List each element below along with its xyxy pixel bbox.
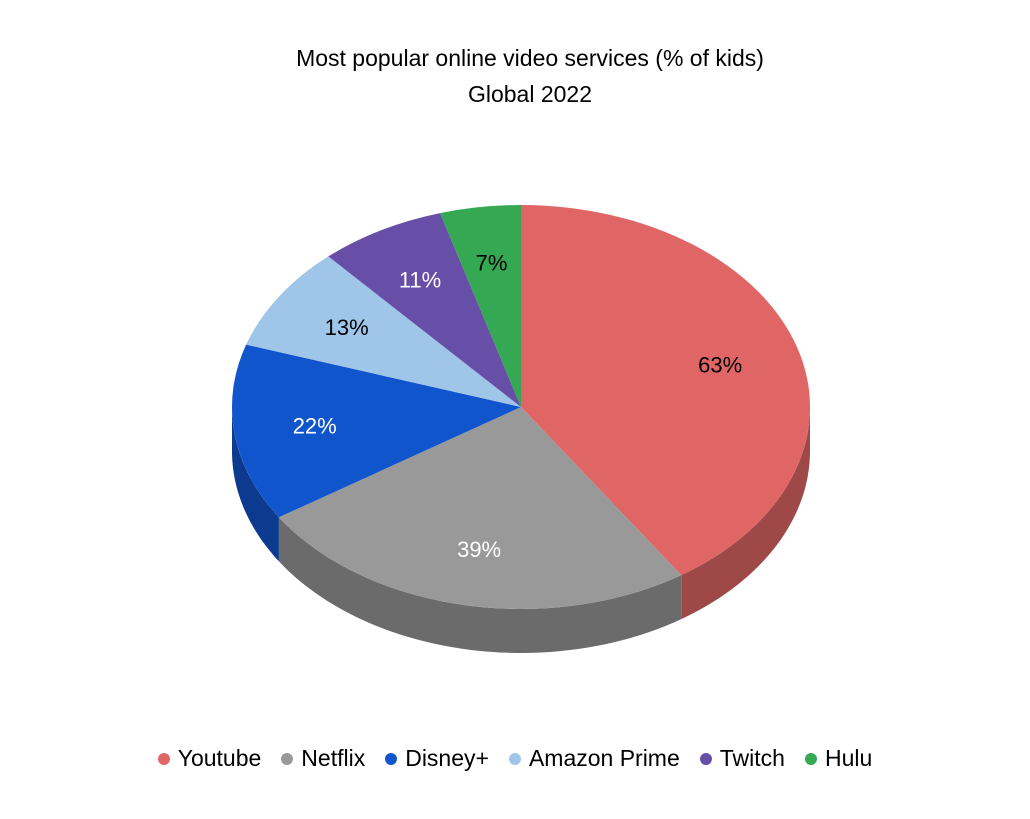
legend-label-hulu: Hulu [824,745,873,771]
legend-swatch-amazon-prime [508,752,521,765]
legend-item-netflix[interactable]: Netflix [281,745,365,772]
legend-item-disney[interactable]: Disney+ [385,745,489,772]
pie-slice-hulu[interactable] [440,205,521,407]
legend-swatch-twitch [699,752,712,765]
pie-side-disney [232,407,279,562]
slice-label-disney: 22% [293,414,337,439]
legend: Youtube Netflix Disney+ Amazon Prime Twitch H… [0,745,1030,772]
legend-label-disney: Disney+ [405,745,489,771]
slice-label-twitch: 11% [399,267,441,292]
chart-title: Most popular online video services (% of… [296,45,764,71]
pie-slice-amazon-prime[interactable] [246,256,521,407]
legend-item-amazon-prime[interactable]: Amazon Prime [508,745,680,772]
slice-label-netflix: 39% [457,537,501,562]
pie-side-youtube [681,407,810,620]
pie-tops [231,205,811,610]
legend-label-amazon-prime: Amazon Prime [528,745,680,771]
legend-label-netflix: Netflix [301,745,366,771]
legend-item-youtube[interactable]: Youtube [157,745,262,772]
pie-slice-youtube[interactable] [521,205,811,576]
chart-title-block: Most popular online video services (% of… [0,40,1030,112]
legend-label-twitch: Twitch [719,745,785,771]
pie-slice-netflix[interactable] [278,407,682,610]
slice-label-amazon-prime: 13% [325,315,369,340]
chart-subtitle: Global 2022 [467,81,593,107]
legend-swatch-netflix [281,752,294,765]
pie-labels: 63% 39% 22% 13% 11% 7% [293,251,742,562]
pie-side-netflix [278,517,682,653]
legend-swatch-disney [385,752,398,765]
legend-swatch-youtube [157,752,170,765]
legend-label-youtube: Youtube [177,745,262,771]
legend-item-hulu[interactable]: Hulu [804,745,873,772]
pie-sides [232,407,810,653]
legend-swatch-hulu [804,752,817,765]
pie-slice-twitch[interactable] [328,213,521,407]
legend-item-twitch[interactable]: Twitch [699,745,785,772]
pie-slice-disney[interactable] [231,344,521,518]
slice-label-youtube: 63% [698,352,742,377]
slice-label-hulu: 7% [476,251,508,276]
